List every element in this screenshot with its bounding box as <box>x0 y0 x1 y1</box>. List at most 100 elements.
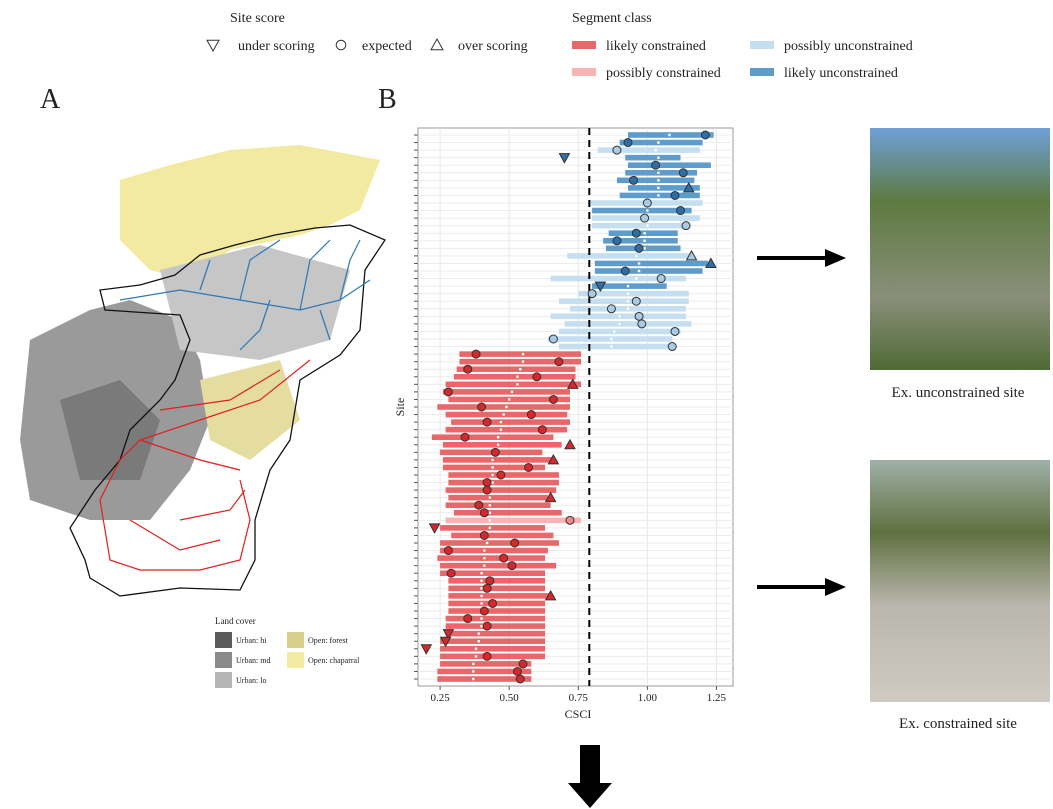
site-point <box>513 667 521 675</box>
site-point <box>621 267 629 275</box>
range-bar <box>620 193 700 199</box>
median-mark <box>491 481 493 483</box>
median-mark <box>483 564 485 566</box>
range-bar <box>609 230 678 236</box>
legend-swatch <box>572 41 596 49</box>
site-point <box>508 562 516 570</box>
site-point <box>624 139 632 147</box>
range-bar <box>440 646 545 652</box>
site-point <box>632 297 640 305</box>
range-bar <box>628 162 711 168</box>
median-mark <box>489 504 491 506</box>
site-point <box>480 531 488 539</box>
median-mark <box>519 368 521 370</box>
median-mark <box>483 557 485 559</box>
range-bar <box>548 336 672 342</box>
legend-swatch <box>215 632 232 648</box>
median-mark <box>619 323 621 325</box>
legend-label: under scoring <box>238 39 315 54</box>
range-bar <box>437 555 545 561</box>
range-bar <box>440 661 531 667</box>
site-point <box>682 222 690 230</box>
median-mark <box>610 338 612 340</box>
range-bar <box>454 510 562 516</box>
legend-swatch <box>287 632 304 648</box>
photo <box>870 460 1050 702</box>
range-bar <box>446 623 545 629</box>
range-bar <box>454 374 576 380</box>
x-axis-label: CSCI <box>565 707 592 721</box>
median-mark <box>668 134 670 136</box>
median-mark <box>472 670 474 672</box>
site-point <box>549 335 557 343</box>
site-point <box>464 365 472 373</box>
site-point <box>607 305 615 313</box>
site-point <box>483 479 491 487</box>
median-mark <box>643 240 645 242</box>
site-point <box>483 486 491 494</box>
median-mark <box>508 398 510 400</box>
site-point <box>630 176 638 184</box>
site-point <box>483 622 491 630</box>
median-mark <box>480 602 482 604</box>
legend-label: Urban: hi <box>236 636 267 645</box>
legend-swatch <box>287 652 304 668</box>
legend-label: likely constrained <box>606 39 706 54</box>
site-point <box>464 615 472 623</box>
range-bar <box>437 404 570 410</box>
median-mark <box>643 247 645 249</box>
range-bar <box>446 518 581 524</box>
site-point <box>480 607 488 615</box>
median-mark <box>483 549 485 551</box>
median-mark <box>502 413 504 415</box>
median-mark <box>657 187 659 189</box>
median-mark <box>522 360 524 362</box>
range-bar <box>440 570 545 576</box>
median-mark <box>646 224 648 226</box>
site-point <box>491 448 499 456</box>
range-bar <box>446 631 545 637</box>
legend-label: possibly unconstrained <box>784 39 913 54</box>
legend-label: Urban: lo <box>236 676 266 685</box>
figure-canvas: A B Ex. unconstrained site Ex. constrain… <box>0 0 1053 809</box>
median-mark <box>657 194 659 196</box>
range-bar <box>567 253 691 259</box>
site-point <box>671 327 679 335</box>
median-mark <box>638 270 640 272</box>
photo-caption: Ex. unconstrained site <box>892 385 1025 401</box>
range-bar <box>451 533 553 539</box>
site-point <box>500 554 508 562</box>
legend-title: Segment class <box>572 11 652 26</box>
range-bar <box>440 638 545 644</box>
range-bar <box>448 608 545 614</box>
range-bar <box>551 314 686 320</box>
site-point <box>516 675 524 683</box>
legend-symbol <box>336 40 346 50</box>
range-bar <box>448 495 547 501</box>
site-point <box>483 584 491 592</box>
median-mark <box>505 406 507 408</box>
range-bar <box>446 502 551 508</box>
site-point <box>613 237 621 245</box>
median-mark <box>478 632 480 634</box>
range-bar <box>440 563 556 569</box>
legend-swatch <box>750 41 774 49</box>
site-point <box>652 161 660 169</box>
site-point <box>668 343 676 351</box>
photo-caption: Ex. constrained site <box>899 716 1017 732</box>
site-point <box>527 411 535 419</box>
figure: A B Ex. unconstrained site Ex. constrain… <box>0 0 1053 809</box>
median-mark <box>638 262 640 264</box>
range-bar <box>592 223 686 229</box>
site-point <box>483 652 491 660</box>
site-point <box>461 433 469 441</box>
legend-label: over scoring <box>458 39 528 54</box>
range-bar <box>625 155 680 161</box>
range-bar <box>443 389 570 395</box>
median-mark <box>480 595 482 597</box>
range-bar <box>440 540 559 546</box>
median-mark <box>500 421 502 423</box>
map <box>20 145 385 596</box>
legend-symbol <box>431 39 443 50</box>
range-bar <box>446 616 545 622</box>
